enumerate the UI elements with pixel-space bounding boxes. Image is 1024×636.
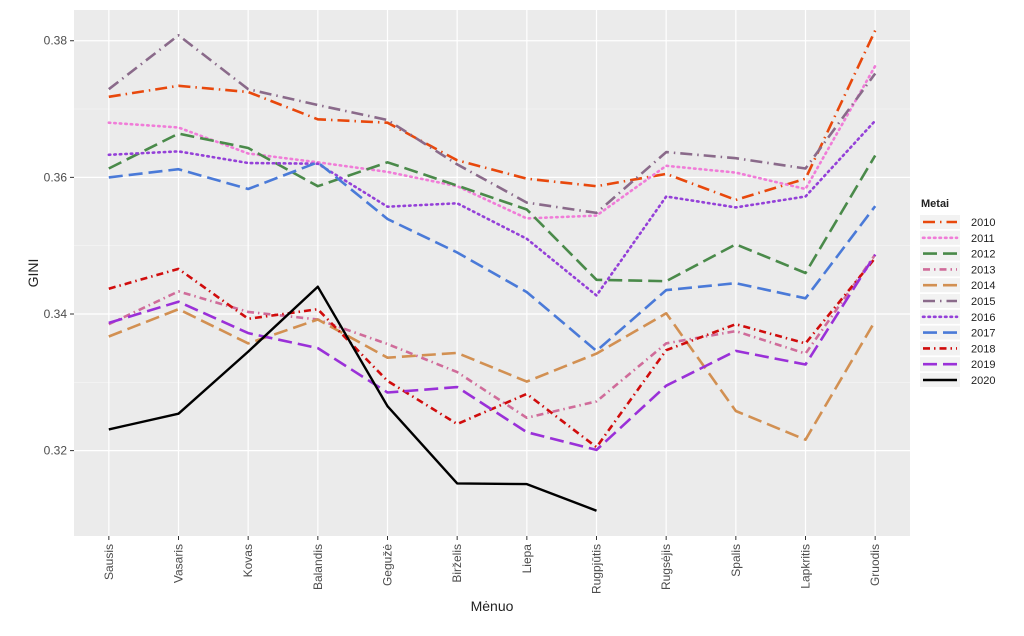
series-line-2015: [108, 33, 877, 215]
legend-label: 2015: [971, 296, 995, 308]
grid-lines: [74, 10, 910, 536]
legend-label: 2018: [971, 343, 995, 355]
series-line-2013: [108, 253, 877, 420]
series-line-2020: [108, 285, 597, 512]
x-axis: Sausis Vasaris Kovas Balandis Gegužė Birželis…: [102, 536, 882, 594]
legend-items: 2010 2011 2012 2013 2014 2015 2016 2017 2018 2019…: [920, 215, 995, 387]
legend-title: Metai: [921, 198, 949, 210]
legend-label: 2012: [971, 249, 995, 261]
y-axis: 0.32 0.34 0.36 0.38: [44, 34, 74, 458]
series-line-2018: [108, 257, 877, 449]
x-tick-label: Vasaris: [172, 544, 186, 583]
legend-item-2015: 2015: [920, 294, 995, 308]
series-lines: [107, 29, 877, 512]
x-tick-label: Rugpjūtis: [590, 544, 604, 594]
legend-label: 2017: [971, 328, 995, 340]
y-tick-label: 0.36: [44, 170, 68, 184]
legend-item-2017: 2017: [920, 325, 995, 340]
x-tick-label: Birželis: [450, 544, 464, 583]
x-tick-label: Liepa: [520, 544, 534, 574]
legend-key-bg: [920, 357, 960, 372]
legend-label: 2016: [971, 312, 995, 324]
legend-key-bg: [920, 246, 960, 261]
y-tick-label: 0.32: [44, 444, 68, 458]
x-tick-label: Gruodis: [868, 544, 882, 586]
legend-item-2016: 2016: [920, 309, 995, 324]
legend-item-2013: 2013: [920, 262, 995, 277]
legend-label: 2014: [971, 280, 995, 292]
legend-item-2020: 2020: [920, 373, 995, 387]
legend-item-2019: 2019: [920, 357, 995, 372]
series-line-2016: [107, 119, 877, 297]
x-tick-label: Gegužė: [381, 544, 395, 586]
legend: Metai 2010201120122013201420152016201720…: [915, 192, 1007, 394]
legend-label: 2013: [971, 264, 995, 276]
x-tick-label: Sausis: [102, 544, 116, 580]
series-line-2011: [107, 64, 877, 220]
legend-label: 2010: [971, 217, 995, 229]
series-line-2012: [108, 132, 877, 283]
legend-item-2011: 2011: [920, 230, 995, 245]
y-axis-title: GINI: [25, 259, 41, 288]
y-tick-label: 0.34: [44, 307, 68, 321]
x-tick-label: Balandis: [311, 544, 325, 590]
x-axis-title: Mėnuo: [471, 598, 514, 614]
series-line-2019: [108, 253, 877, 452]
y-tick-label: 0.38: [44, 34, 68, 48]
legend-key-bg: [920, 278, 960, 293]
x-tick-label: Kovas: [241, 544, 255, 577]
x-tick-label: Lapkritis: [799, 544, 813, 589]
x-tick-label: Spalis: [729, 544, 743, 577]
legend-item-2010: 2010: [920, 215, 995, 229]
legend-item-2012: 2012: [920, 246, 995, 261]
legend-label: 2020: [971, 375, 995, 387]
legend-key-bg: [920, 325, 960, 340]
x-tick-label: Rugsėjis: [659, 544, 673, 590]
legend-item-2014: 2014: [920, 278, 995, 293]
series-line-2017: [108, 161, 877, 353]
legend-item-2018: 2018: [920, 341, 995, 356]
series-line-2014: [108, 307, 877, 442]
series-line-2010: [108, 29, 877, 202]
legend-label: 2011: [971, 233, 995, 245]
legend-label: 2019: [971, 359, 995, 371]
